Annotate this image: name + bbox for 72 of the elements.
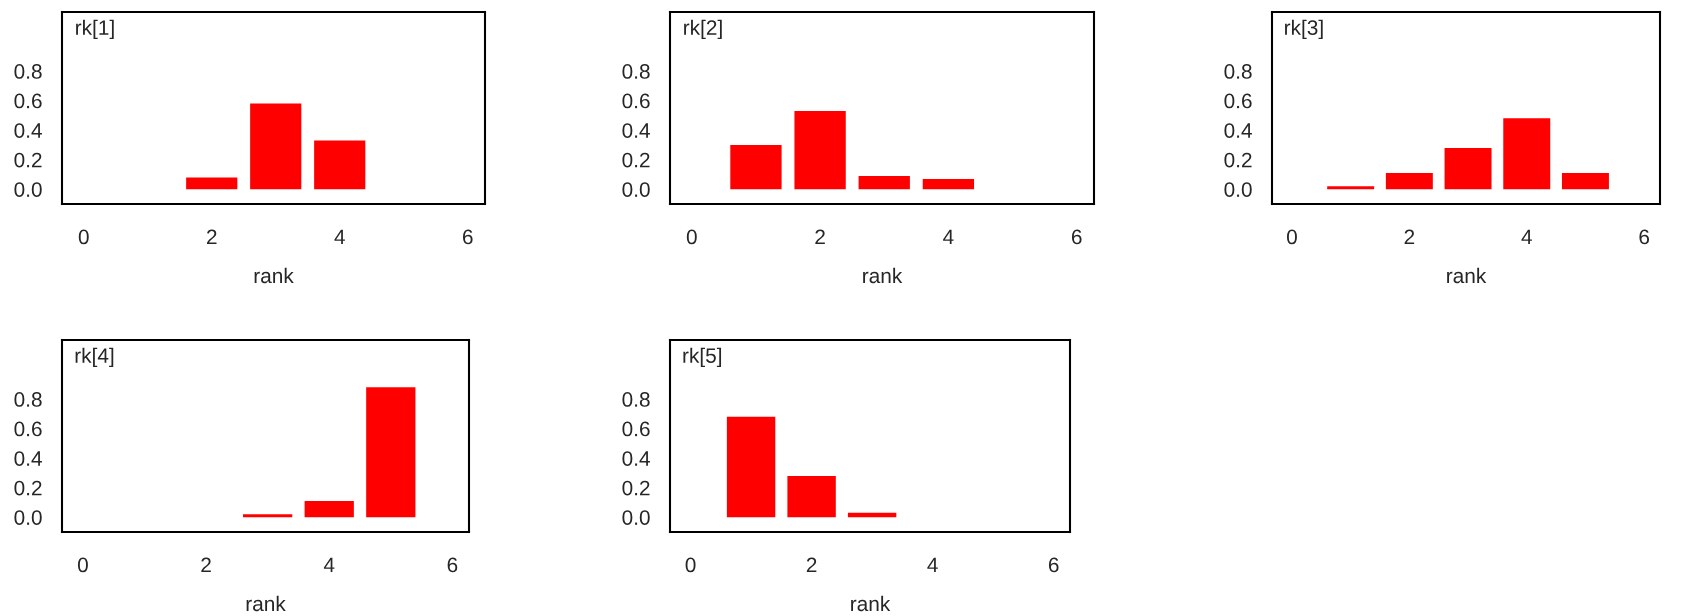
y-tick-label: 0.8 [1224, 64, 1252, 79]
x-tick-label: 0 [685, 557, 696, 573]
y-tick-label: 0.2 [622, 152, 650, 168]
chart-title: rk[1] [76, 19, 114, 40]
x-tick-label: 0 [686, 229, 697, 245]
y-tick-label: 0.0 [1224, 182, 1252, 197]
y-tick-label: 0.2 [14, 152, 42, 168]
chart-title: rk[3] [1285, 19, 1323, 40]
bar [1327, 186, 1375, 190]
chart-title: rk[2] [684, 19, 722, 40]
y-tick-label: 0.8 [14, 64, 42, 79]
y-tick-label: 0.6 [14, 421, 42, 437]
x-tick-label: 4 [927, 557, 938, 573]
x-axis-title: rank [246, 595, 286, 612]
x-axis-title: rank [254, 267, 294, 284]
y-tick-label: 0.4 [14, 123, 42, 138]
x-tick-label: 6 [1071, 229, 1082, 245]
y-tick-label: 0.6 [14, 93, 42, 109]
y-tick-label: 0.0 [622, 182, 650, 197]
bar [1444, 147, 1492, 190]
x-tick-label: 4 [334, 229, 345, 245]
bar [304, 500, 354, 518]
x-tick-label: 2 [201, 557, 211, 573]
x-tick-label: 0 [78, 229, 89, 245]
bar [726, 416, 776, 518]
bar [794, 110, 846, 190]
y-tick-label: 0.2 [14, 480, 42, 496]
x-tick-label: 2 [815, 229, 825, 245]
y-tick-label: 0.4 [622, 123, 650, 138]
x-tick-label: 4 [943, 229, 954, 245]
bar [787, 475, 836, 518]
y-tick-label: 0.6 [622, 93, 650, 109]
bar [1561, 172, 1609, 190]
bar [243, 514, 293, 518]
y-tick-label: 0.8 [14, 392, 42, 407]
bar [922, 178, 975, 190]
x-tick-label: 6 [1639, 229, 1650, 245]
y-tick-label: 0.4 [1224, 123, 1252, 138]
y-tick-label: 0.8 [622, 64, 650, 79]
y-tick-label: 0.0 [14, 182, 42, 197]
y-tick-label: 0.4 [14, 451, 42, 466]
y-tick-label: 0.6 [1224, 93, 1252, 109]
x-tick-label: 0 [1286, 229, 1297, 245]
bar [250, 103, 302, 190]
bar [1503, 118, 1551, 190]
y-tick-label: 0.6 [622, 421, 650, 437]
x-tick-label: 0 [77, 557, 88, 573]
x-tick-label: 6 [447, 557, 458, 573]
bar [730, 144, 782, 190]
y-tick-label: 0.8 [622, 392, 650, 407]
y-tick-label: 0.0 [14, 510, 42, 525]
x-axis-title: rank [851, 595, 891, 612]
chart-title: rk[4] [75, 347, 114, 368]
bar [314, 140, 366, 190]
x-tick-label: 6 [462, 229, 473, 245]
bar [186, 177, 238, 190]
bar [858, 175, 910, 190]
y-tick-label: 0.2 [622, 480, 650, 496]
y-tick-label: 0.4 [622, 451, 650, 466]
x-axis-title: rank [863, 267, 903, 284]
chart-title: rk[5] [683, 347, 722, 368]
x-tick-label: 4 [1521, 229, 1532, 245]
x-tick-label: 2 [1404, 229, 1415, 245]
x-tick-label: 6 [1048, 557, 1059, 573]
x-tick-label: 4 [323, 557, 335, 573]
x-tick-label: 2 [806, 557, 817, 573]
y-tick-label: 0.0 [622, 510, 650, 525]
bar [1385, 172, 1433, 190]
x-tick-label: 2 [207, 229, 217, 245]
x-axis-title: rank [1447, 267, 1487, 284]
y-tick-label: 0.2 [1224, 152, 1252, 168]
bar [366, 387, 416, 518]
